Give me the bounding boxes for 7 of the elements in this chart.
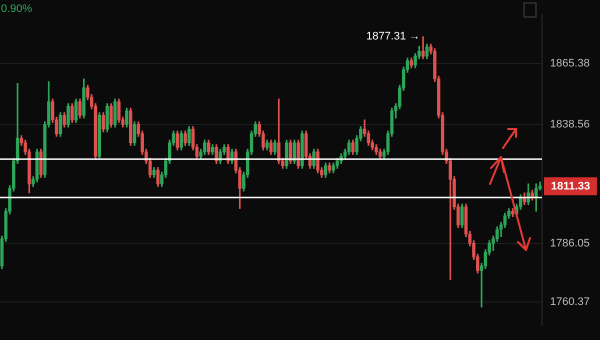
- annotation: 1877.31 →: [366, 30, 420, 43]
- y-tick-label: 1838.56: [550, 118, 590, 131]
- text: 1811.33: [551, 180, 590, 192]
- annotation: 0.90%: [1, 3, 32, 16]
- y-tick-label: 1865.38: [550, 58, 590, 70]
- y-tick-label: 1760.37: [550, 296, 590, 308]
- y-tick-label: 1786.05: [550, 238, 590, 250]
